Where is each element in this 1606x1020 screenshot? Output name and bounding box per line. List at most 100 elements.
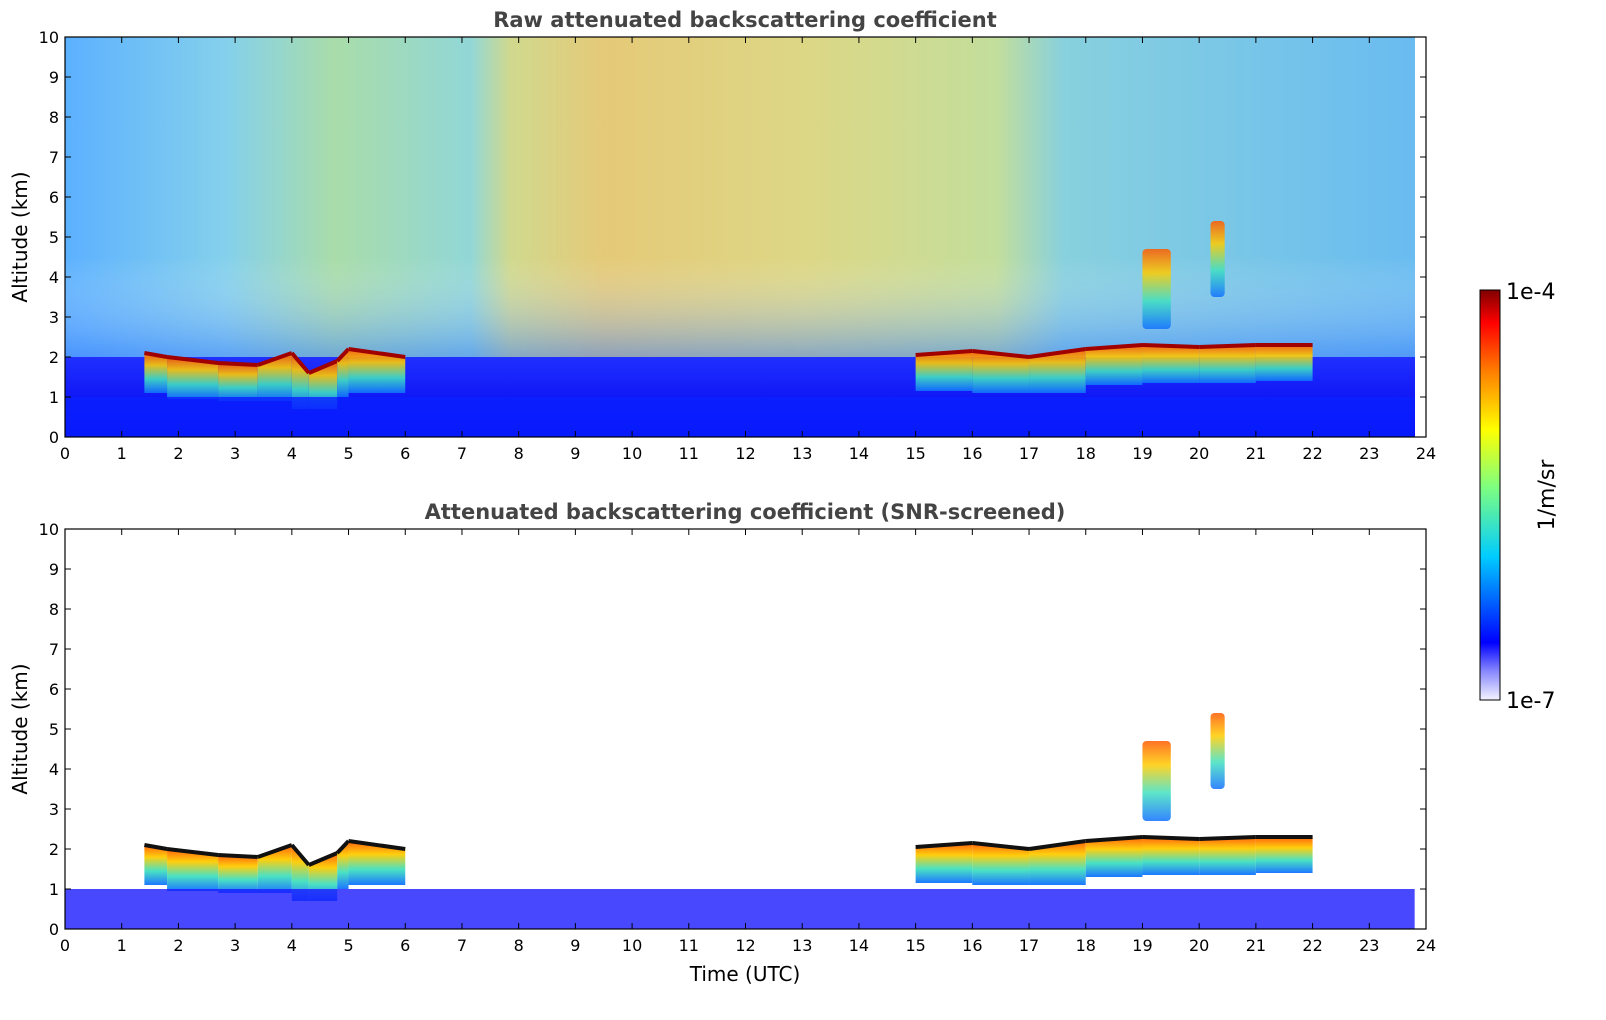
cloud-top-line — [1028, 839, 1087, 851]
colorbar-gradient — [1479, 289, 1501, 701]
x-tick-label: 19 — [1132, 444, 1152, 463]
cloud-segment — [972, 843, 1030, 885]
x-tick-label: 13 — [792, 936, 812, 955]
elevated-cloud — [1210, 713, 1225, 789]
y-tick-label: 5 — [49, 228, 59, 247]
cloud-segment — [915, 843, 973, 883]
cloud-segment — [1029, 349, 1086, 393]
y-tick-label: 7 — [49, 148, 59, 167]
x-tick-label: 1 — [117, 936, 127, 955]
x-tick-label: 14 — [849, 444, 869, 463]
x-tick-label: 1 — [117, 444, 127, 463]
x-tick-label: 13 — [792, 444, 812, 463]
x-tick-label: 5 — [343, 444, 353, 463]
surface-aerosol-band — [65, 397, 1415, 437]
panel2-axes: 0 1 2 3 4 5 6 7 8 9 10 11 12 13 14 15 16 17 18 19 20 21 22 23 24… — [39, 520, 1437, 955]
snr-screened-panel: Attenuated backscattering coefficient (S… — [8, 500, 1436, 986]
colorbar-max-label: 1e-4 — [1506, 280, 1555, 305]
cloud-segment — [337, 349, 349, 397]
x-tick-label: 10 — [622, 444, 642, 463]
elevated-cloud — [1142, 741, 1171, 821]
cloud-top-line — [348, 839, 406, 851]
x-tick-label: 14 — [849, 936, 869, 955]
cloud-segment — [291, 845, 309, 901]
x-tick-label: 15 — [905, 936, 925, 955]
x-tick-label: 22 — [1302, 936, 1322, 955]
y-tick-label: 10 — [39, 520, 59, 539]
x-tick-label: 12 — [735, 444, 755, 463]
y-tick-label: 1 — [49, 388, 59, 407]
panel2-xlabel: Time (UTC) — [689, 962, 801, 986]
cloud-top-line — [335, 839, 350, 855]
y-tick-label: 4 — [49, 760, 59, 779]
cloud-segment — [144, 845, 168, 885]
x-tick-label: 23 — [1359, 936, 1379, 955]
x-tick-label: 17 — [1019, 936, 1039, 955]
cloud-top-line — [218, 361, 258, 367]
x-tick-label: 7 — [457, 444, 467, 463]
y-tick-label: 7 — [49, 640, 59, 659]
cloud-segment — [915, 351, 973, 391]
x-tick-label: 3 — [230, 444, 240, 463]
cloud-top-line — [1199, 835, 1256, 841]
cloud-segment — [1085, 837, 1143, 877]
y-tick-label: 3 — [49, 308, 59, 327]
cloud-top-line — [166, 847, 219, 857]
cloud-top-line — [144, 843, 168, 851]
cloud-segment — [291, 353, 309, 409]
y-tick-label: 9 — [49, 560, 59, 579]
x-tick-label: 15 — [905, 444, 925, 463]
panel2-ylabel: Altitude (km) — [8, 663, 32, 794]
cloud-segment — [348, 349, 406, 393]
cloud-top-line — [1142, 835, 1200, 841]
cloud-segment — [337, 841, 349, 889]
x-tick-label: 21 — [1246, 444, 1266, 463]
cloud-top-line — [1028, 347, 1087, 359]
x-tick-label: 19 — [1132, 936, 1152, 955]
x-tick-label: 17 — [1019, 444, 1039, 463]
y-tick-label: 2 — [49, 348, 59, 367]
cloud-top-line — [257, 843, 293, 859]
cloud-segment — [1029, 841, 1086, 885]
x-tick-label: 21 — [1246, 936, 1266, 955]
colorbar: 1e-4 1e-7 1/m/sr — [1479, 280, 1560, 714]
y-tick-label: 2 — [49, 840, 59, 859]
y-tick-label: 0 — [49, 428, 59, 447]
x-tick-label: 4 — [287, 444, 297, 463]
cloud-segment — [1142, 837, 1200, 875]
y-tick-label: 6 — [49, 680, 59, 699]
x-tick-label: 20 — [1189, 444, 1209, 463]
cloud-segment — [167, 849, 219, 891]
raw-heatmap — [65, 37, 1415, 437]
panel1-axes: 0 1 2 3 4 5 6 7 8 9 10 11 12 13 14 15 16 17 18 19 20 21 22 23 24… — [39, 28, 1437, 463]
elevated-cloud — [1210, 221, 1225, 297]
x-tick-label: 8 — [514, 444, 524, 463]
y-tick-label: 8 — [49, 600, 59, 619]
y-tick-label: 3 — [49, 800, 59, 819]
x-tick-label: 8 — [514, 936, 524, 955]
cloud-top-line — [1085, 835, 1143, 843]
cloud-top-line — [1142, 343, 1200, 349]
cloud-segment — [1085, 345, 1143, 385]
colorbar-unit-label: 1/m/sr — [1535, 459, 1560, 531]
cloud-top-line — [290, 843, 311, 867]
cloud-top-line — [166, 355, 219, 365]
x-tick-label: 2 — [173, 936, 183, 955]
x-tick-label: 23 — [1359, 444, 1379, 463]
x-tick-label: 16 — [962, 444, 982, 463]
cloud-segment — [1199, 345, 1256, 383]
y-tick-label: 9 — [49, 68, 59, 87]
y-tick-label: 6 — [49, 188, 59, 207]
x-tick-label: 0 — [60, 444, 70, 463]
x-tick-label: 16 — [962, 936, 982, 955]
screened-heatmap — [65, 529, 1426, 929]
x-tick-label: 6 — [400, 936, 410, 955]
cloud-top-line — [1085, 343, 1143, 351]
x-tick-label: 9 — [570, 936, 580, 955]
y-tick-label: 10 — [39, 28, 59, 47]
x-tick-label: 11 — [679, 936, 699, 955]
elevated-cloud — [1142, 249, 1171, 329]
x-tick-label: 6 — [400, 444, 410, 463]
y-tick-label: 0 — [49, 920, 59, 939]
x-tick-label: 18 — [1076, 444, 1096, 463]
